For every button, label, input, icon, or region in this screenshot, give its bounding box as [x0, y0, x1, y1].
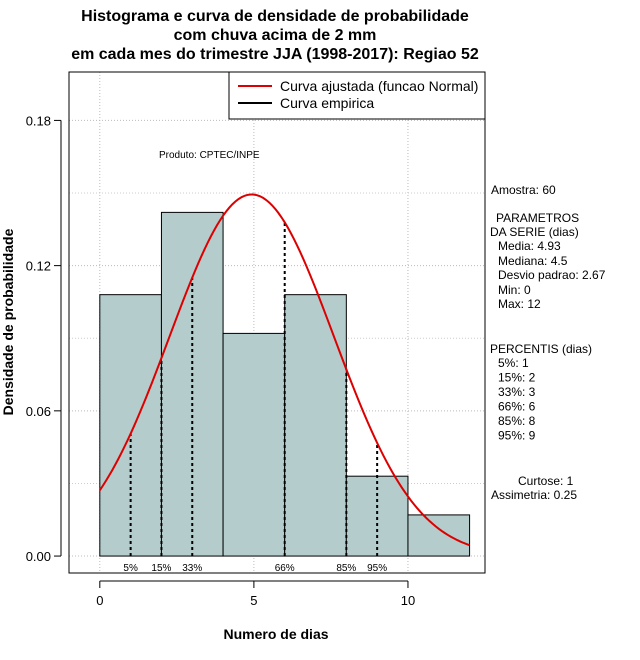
histogram-bar-1 — [160, 211, 224, 557]
y-tick-label-2: 0.12 — [26, 259, 51, 274]
percentile-label-0: 5% — [123, 563, 138, 574]
stat-mediana: Mediana: 4.5 — [498, 254, 568, 268]
y-tick-label-0: 0.00 — [26, 549, 51, 564]
stat-percentil-5: 95%: 9 — [498, 429, 536, 443]
normal-curve-line — [98, 193, 470, 547]
histogram-bar-3 — [284, 294, 347, 557]
y-tick-label-3: 0.18 — [26, 113, 51, 128]
percentile-label-5: 95% — [367, 563, 387, 574]
stat-percentil-2: 33%: 3 — [498, 385, 536, 399]
x-tick-label-1: 5 — [250, 593, 257, 608]
normal-curve-layer — [98, 193, 470, 547]
x-tick-label-0: 0 — [96, 593, 103, 608]
percentile-labels: 5% 15% 33% 66% 85% 95% — [123, 563, 387, 574]
percentile-label-2: 33% — [182, 563, 202, 574]
stat-parametros-title: PARAMETROS — [496, 211, 579, 225]
stat-media: Media: 4.93 — [498, 239, 561, 253]
histogram-bars — [99, 211, 471, 557]
stat-max: Max: 12 — [498, 297, 541, 311]
percentile-label-3: 66% — [275, 563, 295, 574]
x-axis-title: Numero de dias — [223, 626, 328, 642]
y-axis-title: Densidade de probabilidade — [0, 228, 16, 415]
percentile-label-1: 15% — [151, 563, 171, 574]
empirical-percentile-lines — [129, 222, 379, 557]
x-tick-label-2: 10 — [401, 593, 415, 608]
stat-percentis-list: 5%: 115%: 233%: 366%: 685%: 895%: 9 — [498, 356, 536, 443]
legend: Curva ajustada (funcao Normal) Curva emp… — [228, 71, 486, 120]
y-axis: 0.00 0.06 0.12 0.18 — [26, 113, 62, 564]
stat-amostra: Amostra: 60 — [491, 183, 556, 197]
stat-percentis-title: PERCENTIS (dias) — [490, 342, 592, 356]
percentile-label-4: 85% — [336, 563, 356, 574]
stat-percentil-0: 5%: 1 — [498, 356, 529, 370]
credit-text: Produto: CPTEC/INPE — [159, 150, 260, 161]
stat-percentil-3: 66%: 6 — [498, 400, 536, 414]
x-axis: 0 5 10 — [96, 580, 415, 608]
stat-min: Min: 0 — [498, 283, 531, 297]
chart-title-line-3: em cada mes do trimestre JJA (1998-2017)… — [71, 46, 479, 63]
stat-parametros-subtitle: DA SERIE (dias) — [490, 225, 579, 239]
chart-title-line-1: Histograma e curva de densidade de proba… — [81, 8, 469, 25]
stat-percentil-1: 15%: 2 — [498, 371, 536, 385]
statistics-panel: Amostra: 60 PARAMETROS DA SERIE (dias) M… — [490, 183, 606, 502]
chart-title-line-2: com chuva acima de 2 mm — [174, 27, 377, 44]
stat-curtose: Curtose: 1 — [518, 474, 574, 488]
histogram-bar-5 — [407, 514, 471, 557]
histogram-bar-2 — [222, 332, 286, 557]
stat-desvio: Desvio padrao: 2.67 — [498, 268, 606, 282]
y-tick-label-1: 0.06 — [26, 404, 51, 419]
legend-normal-label: Curva ajustada (funcao Normal) — [280, 78, 478, 94]
histogram-bar-0 — [99, 294, 162, 557]
stat-percentil-4: 85%: 8 — [498, 414, 536, 428]
legend-box — [228, 71, 486, 120]
stat-assimetria: Assimetria: 0.25 — [491, 488, 577, 502]
legend-empirical-label: Curva empirica — [280, 95, 374, 111]
